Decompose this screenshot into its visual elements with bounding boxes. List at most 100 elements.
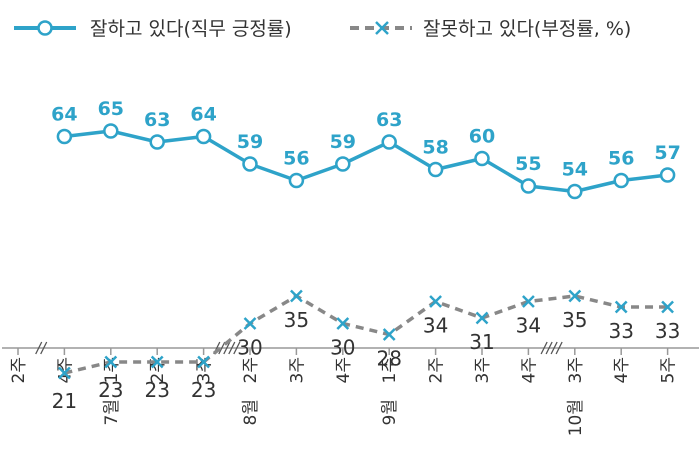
approve-point — [242, 156, 258, 172]
approve-point — [381, 134, 397, 150]
disapprove-point-stroke — [382, 328, 396, 341]
approve-point — [427, 161, 444, 178]
axis-break-slash — [545, 341, 553, 355]
axis-break-slash — [555, 341, 563, 355]
approve-data-label: 56 — [608, 148, 634, 170]
disapprove-point — [661, 300, 674, 314]
axis-breaks — [35, 341, 563, 355]
disapprove-data-label: 21 — [52, 389, 77, 413]
disapprove-point-stroke — [243, 317, 257, 330]
x-tick-week-label: 2주 — [9, 357, 29, 383]
disapprove-data-label: 23 — [144, 378, 169, 402]
legend-approve-label: 잘하고 있다(직무 긍정률) — [90, 18, 292, 40]
legend-disapprove-label: 잘못하고 있다(부정률, %) — [423, 18, 631, 40]
approve-data-label: 54 — [562, 159, 588, 181]
disapprove-data-label: 31 — [469, 330, 494, 354]
disapprove-data-label: 33 — [655, 319, 680, 343]
disapprove-point-stroke — [568, 289, 582, 303]
approve-data-label: 56 — [283, 148, 309, 170]
disapprove-data-label: 34 — [423, 314, 448, 338]
disapprove-data-label: 30 — [330, 336, 355, 360]
x-tick-month-label: 7월 — [102, 399, 122, 425]
axis-break-slash — [35, 341, 43, 355]
disapprove-data-label: 23 — [191, 378, 216, 402]
approve-data-label: 57 — [654, 142, 680, 164]
x-tick-month-label: 10월 — [566, 399, 586, 436]
x-tick-week-label: 3주 — [287, 357, 307, 383]
legend-approve-marker — [37, 20, 53, 36]
approve-data-label: 65 — [98, 98, 124, 120]
disapprove-data-label: 35 — [284, 308, 309, 332]
disapprove-point — [197, 355, 210, 369]
approve-point — [149, 134, 165, 150]
disapprove-point-stroke — [290, 289, 303, 303]
x-tick-week-label: 1주 — [380, 357, 400, 383]
series-disapprove — [58, 289, 674, 380]
disapprove-point — [336, 317, 350, 330]
approve-line — [64, 129, 668, 194]
x-tick-month-label: 9월 — [380, 399, 400, 425]
approve-data-labels: 64 65 63 64 59 56 59 63 58 60 55 54 56 57 — [51, 98, 681, 181]
disapprove-point-stroke — [104, 355, 118, 369]
disapprove-data-label: 35 — [562, 308, 587, 332]
disapprove-point-stroke — [58, 366, 71, 380]
approve-point — [613, 172, 629, 189]
disapprove-point — [614, 300, 628, 314]
x-tick-week-label: 4주 — [612, 357, 632, 383]
disapprove-data-label: 34 — [516, 314, 541, 338]
legend-approve: 잘하고 있다(직무 긍정률) — [14, 18, 292, 40]
axis-break-slash — [540, 341, 548, 355]
disapprove-point — [243, 317, 257, 330]
x-tick-week-label: 3주 — [195, 357, 215, 383]
legend: 잘하고 있다(직무 긍정률) 잘못하고 있다(부정률, %) — [14, 18, 631, 40]
disapprove-data-label: 28 — [376, 347, 401, 371]
approve-data-label: 63 — [144, 109, 170, 131]
approve-point — [659, 167, 676, 183]
x-tick-week-label: 2주 — [241, 357, 261, 383]
disapprove-point-stroke — [661, 300, 674, 314]
approve-data-label: 59 — [330, 131, 356, 153]
approve-data-label: 55 — [515, 153, 541, 175]
disapprove-data-label: 30 — [237, 336, 262, 360]
approve-data-label: 64 — [190, 104, 216, 126]
axis-break-slash — [218, 341, 226, 355]
x-tick-week-label: 3주 — [473, 357, 493, 383]
x-tick-week-label: 3주 — [566, 357, 586, 383]
disapprove-point — [522, 295, 535, 308]
axis-break-slash — [233, 341, 241, 355]
disapprove-point — [429, 295, 442, 308]
approve-point — [567, 183, 583, 200]
disapprove-point-stroke — [614, 300, 628, 314]
approve-data-label: 59 — [237, 131, 263, 153]
disapprove-point-stroke — [475, 311, 489, 325]
legend-disapprove-marker — [375, 21, 389, 35]
x-tick-week-label: 2주 — [427, 357, 447, 383]
approve-data-label: 64 — [51, 104, 77, 126]
disapprove-point-stroke — [522, 295, 535, 308]
series-approve — [56, 123, 676, 200]
disapprove-point-stroke — [429, 295, 442, 308]
approve-data-label: 63 — [376, 109, 402, 131]
disapprove-point — [58, 366, 71, 380]
x-tick-week-label: 5주 — [659, 357, 679, 383]
disapprove-point-stroke — [197, 355, 210, 369]
disapprove-line — [63, 293, 668, 375]
disapprove-point-stroke — [150, 355, 164, 369]
disapprove-data-labels: 21 23 23 23 30 35 30 28 34 31 34 35 33 33 — [52, 308, 681, 413]
x-tick-week-label: 4주 — [519, 357, 539, 383]
disapprove-point — [475, 311, 489, 325]
approve-point — [474, 150, 490, 167]
axis-break-slash — [550, 341, 558, 355]
axis-break-slash — [228, 341, 236, 355]
axis-break-mark — [540, 341, 563, 355]
x-tick-week-label: 4주 — [334, 357, 354, 383]
axis-break-slash — [223, 341, 231, 355]
approve-point — [103, 123, 119, 139]
axis-break-slash — [40, 341, 48, 355]
axis-break-mark — [35, 341, 48, 355]
disapprove-point — [150, 355, 164, 369]
approve-point — [56, 128, 73, 145]
axis-break-mark — [213, 341, 241, 355]
disapprove-point — [568, 289, 582, 303]
